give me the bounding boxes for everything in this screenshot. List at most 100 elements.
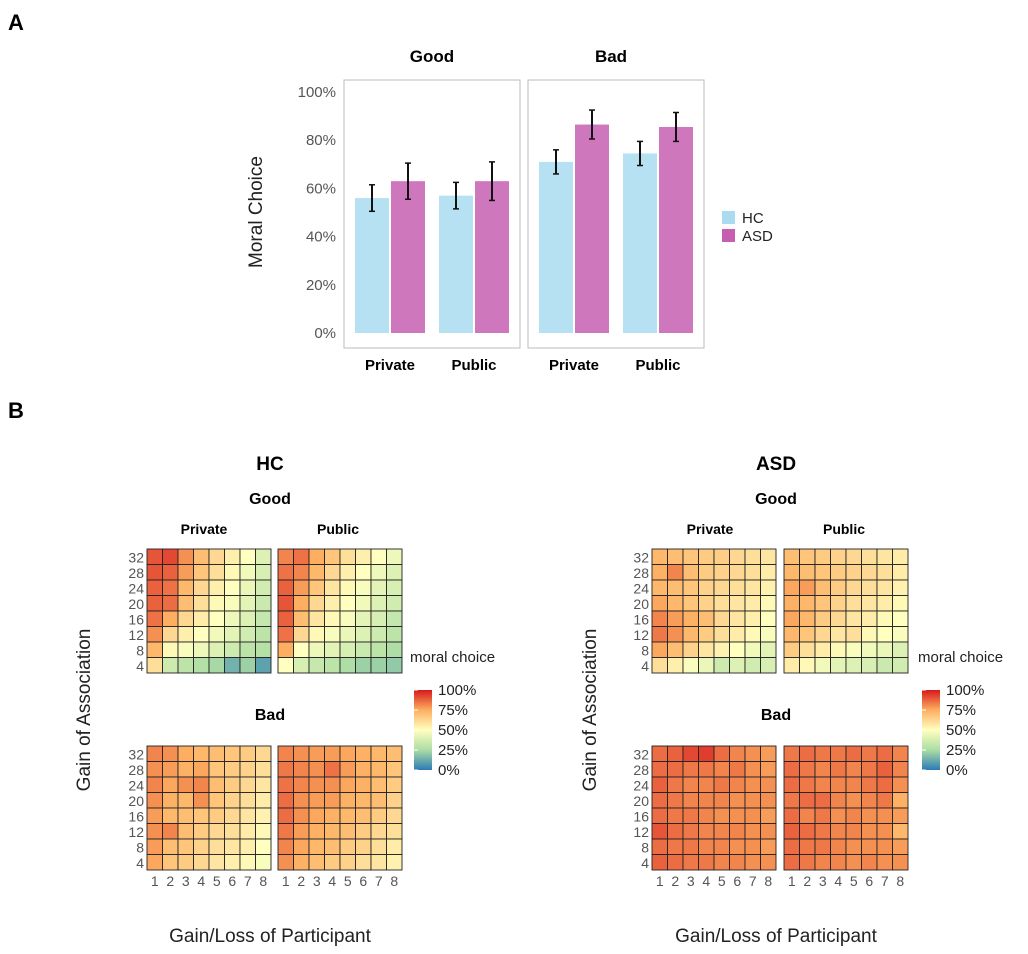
heatmap-cell xyxy=(146,838,163,855)
heatmap-cell xyxy=(830,548,847,565)
heatmap-cell xyxy=(355,564,372,581)
heatmap-cell xyxy=(355,595,372,612)
heatmap-cell xyxy=(208,595,225,612)
heatmap-cell xyxy=(783,595,800,612)
heatmap-cell xyxy=(193,641,210,658)
heatmap-cell xyxy=(277,657,294,674)
heatmap-cell xyxy=(698,761,715,778)
heatmap-cell xyxy=(744,823,761,840)
heatmap-cell xyxy=(713,595,730,612)
heatmap-cell xyxy=(729,807,746,824)
heatmap-cell xyxy=(177,807,194,824)
heatmap-cell xyxy=(651,564,668,581)
heatmap-cell xyxy=(277,854,294,871)
heatmap-cell xyxy=(146,761,163,778)
heatmap-cell xyxy=(370,595,387,612)
heatmap-cell xyxy=(830,657,847,674)
heatmap-x-tick: 8 xyxy=(390,873,398,889)
heatmap-cell xyxy=(744,745,761,762)
heatmap-y-tick: 4 xyxy=(136,855,144,871)
heatmap-cell xyxy=(255,854,272,871)
colorbar-tick-label: 25% xyxy=(438,742,468,759)
heatmap-x-tick: 6 xyxy=(733,873,741,889)
asd-good-title: Good xyxy=(755,491,797,508)
heatmap-cell xyxy=(162,776,179,793)
bar-hc xyxy=(355,198,389,333)
heatmap-cell xyxy=(308,610,325,627)
y-tick-labels: 0% 20% 40% 60% 80% 100% xyxy=(298,84,336,342)
heatmap-cell xyxy=(799,564,816,581)
heatmap-cell xyxy=(845,761,862,778)
heatmap-cell xyxy=(255,641,272,658)
heatmap-x-tick: 1 xyxy=(656,873,664,889)
heatmap-cell xyxy=(799,823,816,840)
heatmap-cell xyxy=(783,792,800,809)
heatmap-cell xyxy=(224,776,241,793)
heatmap-cell xyxy=(651,761,668,778)
heatmap-cell xyxy=(744,579,761,596)
heatmap-cell xyxy=(339,626,356,643)
heatmap-cell xyxy=(370,745,387,762)
heatmap-cell xyxy=(324,745,341,762)
heatmap-cell xyxy=(224,626,241,643)
heatmap-y-tick: 32 xyxy=(633,747,649,763)
heatmap-x-tick: 6 xyxy=(228,873,236,889)
heatmap-y-tick: 28 xyxy=(633,565,649,581)
heatmap-cell xyxy=(845,548,862,565)
asd-private-title: Private xyxy=(687,521,734,537)
heatmap-cell xyxy=(146,657,163,674)
heatmap-cell xyxy=(760,564,777,581)
heatmap-cell xyxy=(830,641,847,658)
heatmap-cell xyxy=(339,657,356,674)
heatmap-cell xyxy=(146,641,163,658)
heatmap-cell xyxy=(293,854,310,871)
heatmap-cell xyxy=(293,579,310,596)
facet-frame-good xyxy=(343,79,521,349)
colorbar-tick-labels: 100% 75% 50% 25% 0% 100% 75% 50% 25% 0% xyxy=(414,682,984,779)
heatmap-y-tick: 16 xyxy=(128,612,144,628)
hc-bad-title: Bad xyxy=(255,707,285,724)
heatmap-cell xyxy=(193,610,210,627)
heatmap-cell xyxy=(729,854,746,871)
heatmap-cell xyxy=(799,761,816,778)
heatmap-cell xyxy=(651,641,668,658)
heatmap-cell xyxy=(208,579,225,596)
heatmap-cell xyxy=(293,548,310,565)
heatmap-cell xyxy=(698,823,715,840)
heatmap-cell xyxy=(729,745,746,762)
heatmap-cell xyxy=(162,838,179,855)
heatmap-cell xyxy=(177,745,194,762)
heatmap-cell xyxy=(370,548,387,565)
colorbar-tick-label: 0% xyxy=(946,762,968,779)
heatmap-cell xyxy=(177,548,194,565)
heatmap-cell xyxy=(386,641,403,658)
heatmap-cell xyxy=(783,610,800,627)
heatmap-cell xyxy=(760,579,777,596)
heatmap-cell xyxy=(799,792,816,809)
heatmap-cell xyxy=(845,564,862,581)
heatmap-cell xyxy=(845,807,862,824)
heatmap-cell xyxy=(682,745,699,762)
heatmap-cell xyxy=(651,838,668,855)
heatmap-cell xyxy=(892,823,909,840)
heatmap-cell xyxy=(892,745,909,762)
heatmap-cell xyxy=(861,564,878,581)
heatmap-cell xyxy=(760,807,777,824)
asd-legend-title: moral choice xyxy=(918,649,1003,666)
heatmap-y-tick: 24 xyxy=(128,778,144,794)
heatmap-cell xyxy=(845,579,862,596)
heatmap-cell xyxy=(729,641,746,658)
heatmap-cell xyxy=(308,761,325,778)
heatmap-cell xyxy=(814,641,831,658)
heatmap-cell xyxy=(651,807,668,824)
heatmap-cell xyxy=(799,838,816,855)
heatmap-cell xyxy=(239,792,256,809)
group-title-asd: ASD xyxy=(756,454,796,475)
heatmap-cell xyxy=(698,610,715,627)
heatmap-cell xyxy=(239,641,256,658)
heatmap-cell xyxy=(308,838,325,855)
heatmap-cell xyxy=(698,807,715,824)
heatmap-x-tick: 3 xyxy=(687,873,695,889)
heatmap-cell xyxy=(861,807,878,824)
heatmap-cell xyxy=(682,564,699,581)
